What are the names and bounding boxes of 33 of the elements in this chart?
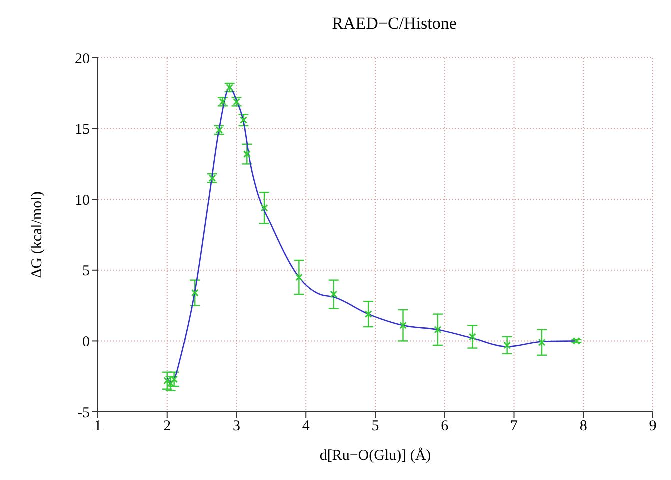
point <box>295 274 303 282</box>
point <box>364 310 372 318</box>
y-axis-title: ΔG (kcal/mol) <box>29 192 46 278</box>
point <box>468 333 476 341</box>
x-tick-label: 3 <box>233 418 240 435</box>
x-tick-label: 4 <box>302 418 310 435</box>
x-axis-title: d[Ru−O(Glu)] (Å) <box>320 447 432 464</box>
point <box>400 322 407 330</box>
y-tick-label: 15 <box>75 122 90 138</box>
point <box>538 338 546 346</box>
x-tick-label: 1 <box>94 418 102 435</box>
point <box>260 204 268 212</box>
point <box>243 150 251 158</box>
y-tick-label: 10 <box>75 192 90 209</box>
line-series <box>166 87 578 383</box>
point <box>191 289 199 297</box>
x-tick-label: 8 <box>580 418 588 435</box>
chart-title: RAED−C/Histone <box>331 14 458 34</box>
point <box>330 290 338 298</box>
point <box>240 116 248 124</box>
point <box>167 380 175 388</box>
x-tick-label: 5 <box>372 418 380 435</box>
y-tick-label: -5 <box>78 405 90 422</box>
x-tick-label: 6 <box>441 418 450 435</box>
x-tick-label: 7 <box>510 418 518 435</box>
y-tick-label: 20 <box>75 51 90 68</box>
y-tick-label: 0 <box>82 334 90 351</box>
point <box>434 326 442 334</box>
x-tick-label: 2 <box>164 418 172 435</box>
y-tick-label: 5 <box>82 264 90 280</box>
point <box>504 342 512 350</box>
x-tick-label: 9 <box>649 418 657 435</box>
point <box>572 337 580 345</box>
